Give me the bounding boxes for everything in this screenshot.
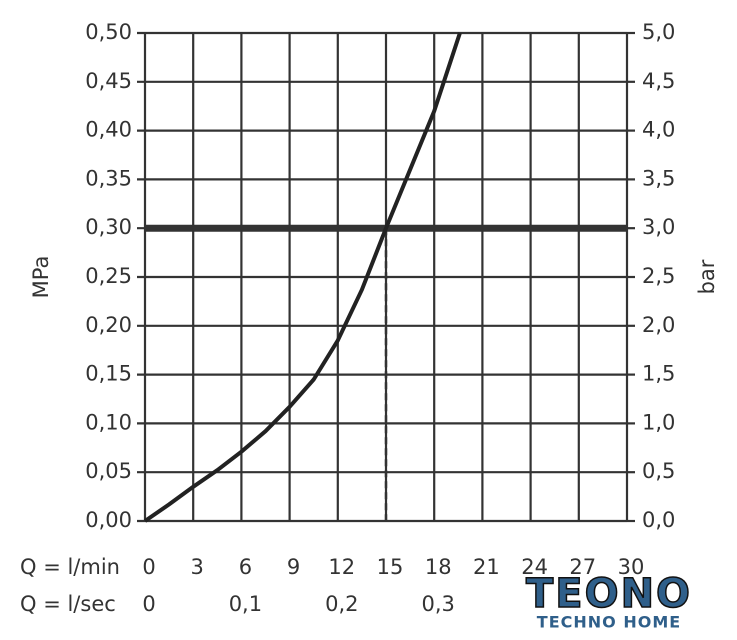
- y-axis-label: MPa: [29, 256, 53, 299]
- logo-subtitle: TECHNO HOME: [537, 613, 681, 632]
- curve: [143, 32, 462, 523]
- y2-tick-label: 1,0: [642, 410, 675, 434]
- x-tick-label: 27: [569, 555, 596, 579]
- x2-tick-label: 0,1: [229, 592, 262, 616]
- y-tick-label: 0,40: [85, 118, 132, 142]
- x2-tick-label: 0: [142, 592, 155, 616]
- x2-tick-label: 0,2: [325, 592, 358, 616]
- y-tick-label: 0,45: [85, 69, 132, 93]
- x-tick-label: 30: [618, 555, 645, 579]
- y-tick-label: 0,00: [85, 508, 132, 532]
- y-tick-label: 0,35: [85, 166, 132, 190]
- y-tick-label: 0,25: [85, 264, 132, 288]
- y-tick-label: 0,15: [85, 362, 132, 386]
- y2-tick-label: 4,0: [642, 118, 675, 142]
- y2-tick-label: 3,0: [642, 215, 675, 239]
- x-tick-label: 9: [287, 555, 300, 579]
- x-tick-label: 12: [328, 555, 355, 579]
- y-tick-label: 0,30: [85, 215, 132, 239]
- y2-tick-label: 1,5: [642, 362, 675, 386]
- x2-tick-label: 0,3: [421, 592, 454, 616]
- y2-tick-label: 3,5: [642, 166, 675, 190]
- y2-tick-label: 0,5: [642, 459, 675, 483]
- y-tick-label: 0,10: [85, 410, 132, 434]
- logo-title: TEONO: [526, 571, 692, 617]
- x-tick-label: 0: [142, 555, 155, 579]
- y2-tick-label: 2,5: [642, 264, 675, 288]
- y-tick-label: 0,20: [85, 313, 132, 337]
- y-tick-label: 0,05: [85, 459, 132, 483]
- y2-axis-label: bar: [695, 259, 719, 294]
- logo-background: [515, 576, 705, 634]
- y2-tick-label: 2,0: [642, 313, 675, 337]
- y2-tick-label: 5,0: [642, 20, 675, 44]
- x-tick-label: 3: [191, 555, 204, 579]
- x-tick-label: 15: [377, 555, 404, 579]
- x-tick-label: 24: [521, 555, 548, 579]
- y2-tick-label: 4,5: [642, 69, 675, 93]
- x-axis-label: Q = l/min: [20, 555, 120, 579]
- x-tick-label: 21: [473, 555, 500, 579]
- y-tick-label: 0,50: [85, 20, 132, 44]
- x-tick-label: 6: [239, 555, 252, 579]
- x-tick-label: 18: [425, 555, 452, 579]
- y2-tick-label: 0,0: [642, 508, 675, 532]
- x2-axis-label: Q = l/sec: [20, 592, 116, 616]
